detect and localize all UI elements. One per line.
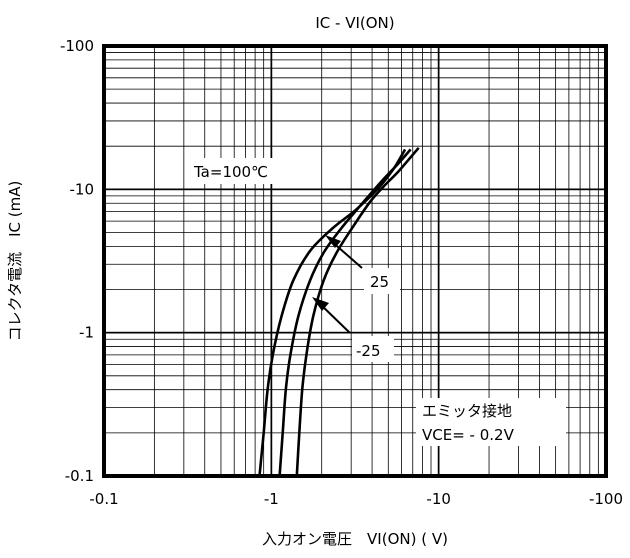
label-m25: -25 [356, 342, 381, 360]
series-line-1 [278, 148, 412, 477]
y-tick-labels: -100 -10 -1 -0.1 [60, 37, 94, 485]
arrow-m25-head [312, 297, 329, 311]
series-lines [258, 146, 420, 477]
y-tick-label: -0.1 [65, 467, 94, 485]
chart-title: IC - VI(ON) [315, 14, 394, 32]
y-tick-label: -10 [70, 180, 95, 198]
x-tick-label: -0.1 [89, 490, 118, 508]
label-25-bg [364, 268, 400, 294]
condition-box [416, 398, 566, 446]
label-m25-bg [352, 336, 394, 362]
x-tick-labels: -0.1 -1 -10 -100 [89, 490, 623, 508]
label-25: 25 [370, 273, 389, 291]
condition-line-2: VCE= - 0.2V [422, 426, 515, 444]
plot-frame [102, 44, 608, 478]
x-tick-label: -10 [426, 490, 451, 508]
x-axis-label: 入力オン電圧 VI(ON) ( V) [262, 530, 448, 548]
y-tick-label: -1 [79, 324, 94, 342]
series-line-2 [295, 146, 420, 477]
arrow-25-head [325, 235, 341, 248]
y-axis-label: コレクタ電流 IC (mA) [6, 181, 24, 342]
temp-label: Ta=100℃ [193, 163, 268, 181]
x-tick-label: -100 [589, 490, 623, 508]
series-line-0 [258, 148, 407, 477]
temp-label-bg [188, 158, 304, 184]
x-tick-label: -1 [264, 490, 279, 508]
y-tick-label: -100 [60, 37, 94, 55]
condition-line-1: エミッタ接地 [422, 402, 512, 420]
